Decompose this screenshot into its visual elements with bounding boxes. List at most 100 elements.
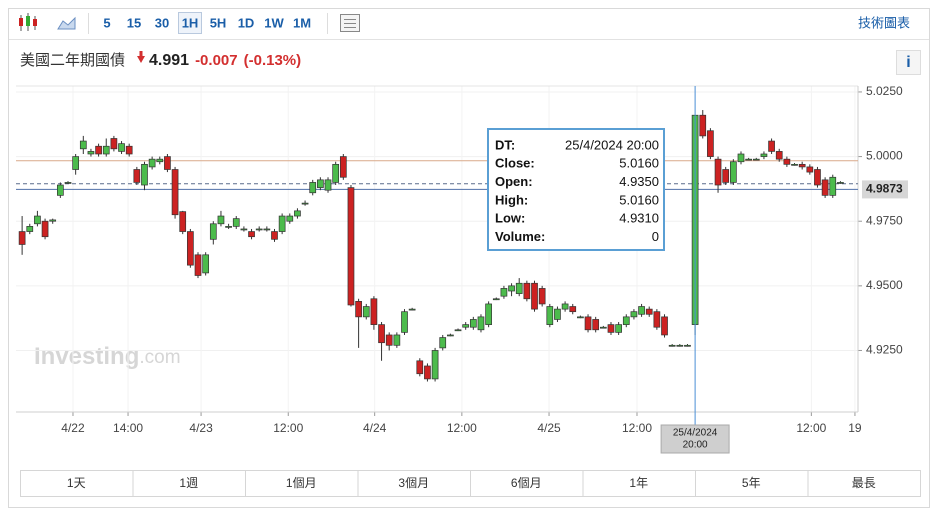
range-button[interactable]: 5年 — [742, 476, 761, 490]
range-button[interactable]: 1天 — [67, 476, 86, 490]
interval-button[interactable]: 5H — [210, 15, 227, 30]
down-arrow — [137, 51, 145, 63]
x-tick-label: 14:00 — [113, 421, 143, 435]
tooltip-value: 0 — [652, 229, 659, 244]
candle-body — [225, 226, 232, 228]
watermark: Investing.com — [34, 343, 181, 370]
candle-body — [362, 306, 370, 318]
candle-body — [95, 145, 102, 155]
candle-body — [821, 179, 829, 196]
candle-body — [385, 334, 393, 346]
candle-body — [577, 316, 584, 319]
tooltip — [487, 128, 665, 251]
candle-body — [393, 334, 401, 346]
candle-body — [569, 306, 577, 313]
interval-button[interactable]: 1D — [238, 15, 255, 30]
candle-body — [485, 303, 492, 325]
chart-link[interactable]: 技術圖表 — [858, 15, 910, 30]
candle-body — [752, 158, 760, 161]
interval-button[interactable]: 15 — [127, 15, 141, 30]
interval-button[interactable]: 1W — [264, 15, 284, 30]
x-tick-label: 4/24 — [363, 421, 387, 435]
line-icon[interactable] — [57, 16, 76, 30]
candle-body — [378, 324, 385, 344]
candle-body — [630, 311, 638, 318]
candle-body — [469, 319, 477, 328]
candle-body — [332, 163, 340, 183]
y-tick-label: 5.0000 — [866, 149, 903, 163]
x-tick-label: 12:00 — [622, 421, 652, 435]
candle-body — [668, 344, 676, 347]
candle-body — [814, 169, 821, 186]
info-label[interactable]: i — [906, 54, 910, 71]
candle-body — [760, 153, 768, 157]
x-tick-label: 12:00 — [796, 421, 826, 435]
range-button[interactable]: 3個月 — [398, 476, 429, 490]
candle-body — [676, 344, 684, 347]
candle-body — [515, 282, 523, 294]
candle-body — [714, 158, 722, 186]
tooltip-key: Close: — [495, 156, 535, 171]
last-price-label: 4.9873 — [866, 182, 903, 196]
x-tick-label: 12:00 — [273, 421, 303, 435]
settings-icon[interactable] — [340, 14, 360, 32]
candle-body — [546, 306, 554, 325]
candle-body — [301, 202, 309, 205]
candle-body — [248, 231, 255, 238]
crosshair-date: 25/4/2024 — [673, 428, 718, 439]
tooltip-key: Low: — [495, 211, 525, 226]
candle-body — [431, 350, 439, 380]
y-tick-label: 4.9250 — [866, 343, 903, 357]
change-pct: (-0.13%) — [244, 52, 302, 69]
candle-body — [41, 220, 49, 238]
interval-button[interactable]: 30 — [155, 15, 169, 30]
range-button[interactable]: 1週 — [179, 476, 198, 490]
interval-button[interactable]: 5 — [103, 15, 110, 30]
candle-body — [599, 326, 607, 329]
candle-body — [133, 169, 141, 183]
x-tick-label: 4/25 — [537, 421, 561, 435]
candle-body — [355, 301, 362, 318]
tooltip-value: 5.0160 — [619, 192, 659, 207]
candle-icon[interactable] — [19, 13, 37, 31]
candle-body — [622, 316, 630, 325]
range-button[interactable]: 6個月 — [511, 476, 542, 490]
candle-body — [775, 151, 783, 160]
interval-button[interactable]: 1M — [293, 15, 311, 30]
candle-body — [447, 334, 454, 337]
tooltip-value: 25/4/2024 20:00 — [565, 137, 659, 152]
candle-body — [347, 187, 355, 306]
candle-body — [424, 365, 431, 380]
range-button[interactable]: 最長 — [852, 476, 876, 490]
candle-body — [653, 311, 661, 328]
candle-body — [737, 153, 745, 163]
interval-button[interactable]: 1H — [182, 15, 199, 30]
last-price-badge — [862, 180, 908, 199]
range-button[interactable]: 1年 — [629, 476, 648, 490]
candle-body — [416, 360, 424, 375]
candle-body — [699, 114, 707, 137]
candle-body — [87, 151, 95, 155]
candle-body — [561, 303, 569, 310]
candle-body — [156, 158, 164, 163]
candle-body — [645, 308, 653, 315]
tooltip-key: Open: — [495, 174, 533, 189]
candle-body — [187, 231, 194, 266]
range-button[interactable]: 1個月 — [286, 476, 317, 490]
active-interval — [178, 12, 202, 34]
candle-body — [286, 215, 294, 222]
candle-body — [324, 179, 332, 191]
info-button[interactable]: i — [896, 50, 921, 75]
candle-body — [806, 166, 814, 173]
change: -0.007 — [195, 52, 238, 69]
candle-body — [49, 219, 57, 222]
tooltip-value: 4.9310 — [619, 211, 659, 226]
candle-body — [72, 156, 80, 170]
candle-body — [179, 211, 187, 232]
candle-body — [638, 306, 645, 315]
candle-body — [508, 285, 515, 292]
candle-body — [462, 324, 470, 328]
watermark-brand: Investing — [34, 343, 139, 370]
